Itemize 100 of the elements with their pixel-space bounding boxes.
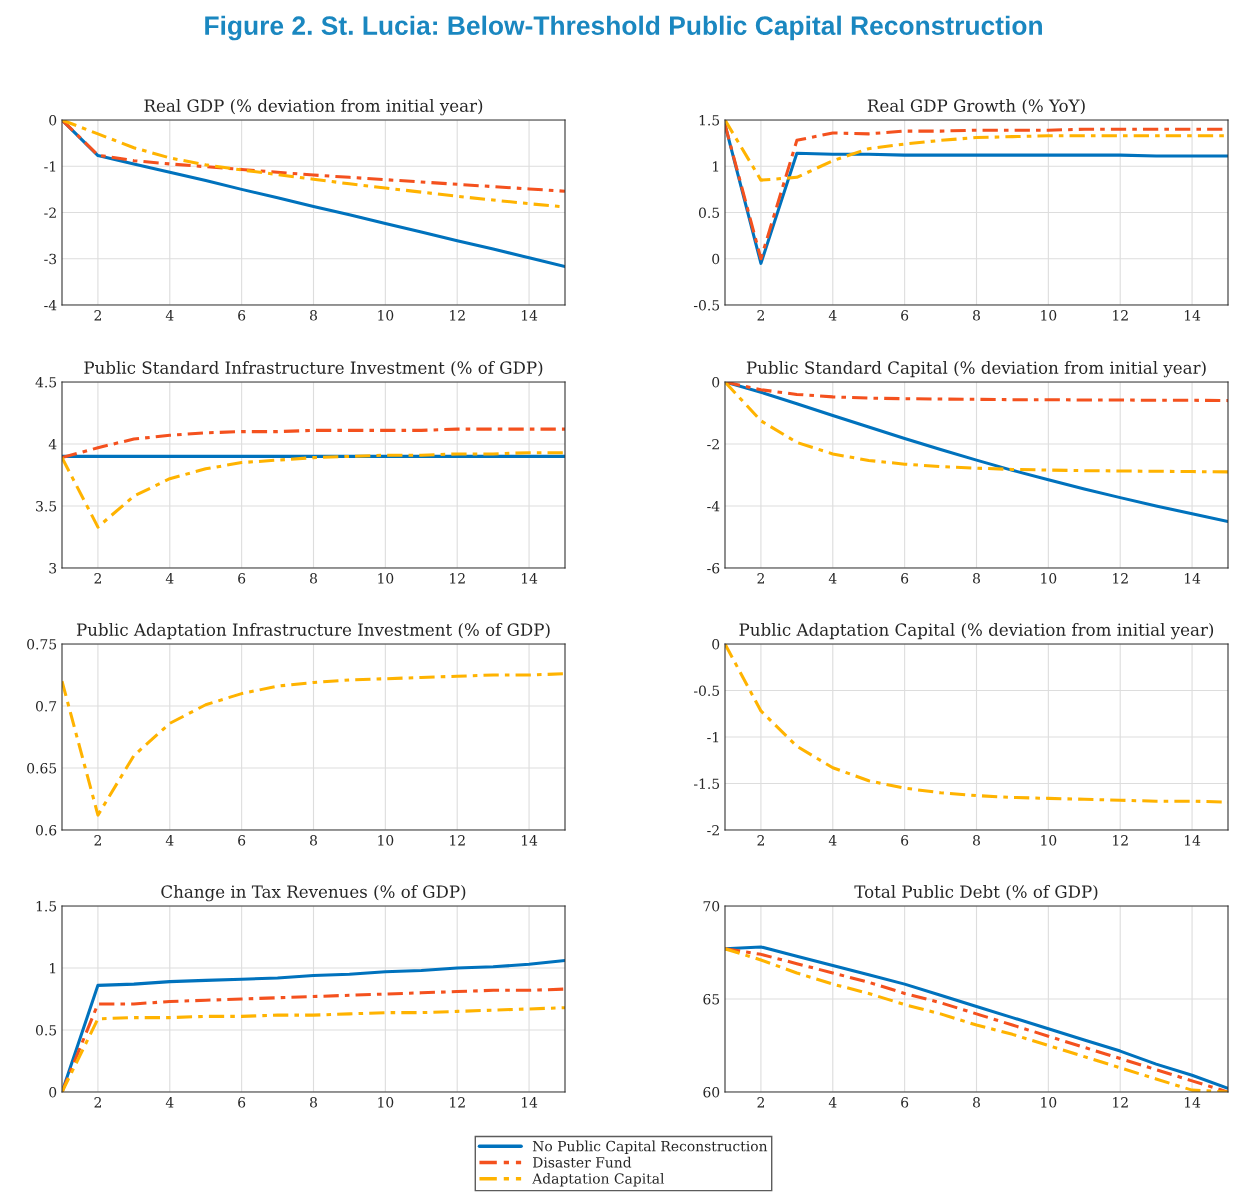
x-tick-label: 10 xyxy=(378,310,394,321)
line-series xyxy=(62,427,565,460)
y-tick-label: 3.5 xyxy=(36,500,57,512)
chart-title: Change in Tax Revenues (% of GDP) xyxy=(161,885,466,902)
x-tick-label: 14 xyxy=(521,310,538,321)
chart-title: Real GDP Growth (% YoY) xyxy=(867,99,1085,115)
x-tick-label: 4 xyxy=(828,835,837,846)
chart-title: Public Adaptation Infrastructure Investment (% of GDP) xyxy=(76,623,550,640)
y-tick-label: 65 xyxy=(703,993,720,1005)
x-tick-label: 4 xyxy=(165,1097,174,1108)
x-tick-label: 6 xyxy=(901,573,909,584)
y-tick-label: -2 xyxy=(44,207,56,218)
y-tick-label: 4.5 xyxy=(35,376,57,388)
chart-title: Public Standard Capital (% deviation from initial year) xyxy=(746,361,1206,378)
x-tick-label: 6 xyxy=(238,310,246,321)
y-tick-label: 4 xyxy=(48,438,57,450)
x-tick-label: 6 xyxy=(238,573,246,584)
x-tick-label: 12 xyxy=(450,310,465,321)
y-tick-label: 70 xyxy=(703,900,720,912)
y-tick-label: -2 xyxy=(707,438,719,450)
x-tick-label: 4 xyxy=(828,1097,837,1108)
chart-title: Total Public Debt (% of GDP) xyxy=(854,885,1098,901)
y-tick-label: 0.5 xyxy=(698,207,720,218)
x-tick-label: 10 xyxy=(1041,835,1057,846)
x-tick-label: 6 xyxy=(238,835,246,846)
x-tick-label: 12 xyxy=(1113,573,1128,584)
x-tick-label: 8 xyxy=(310,310,317,321)
x-tick-label: 8 xyxy=(973,310,980,321)
y-tick-label: -1.5 xyxy=(693,778,720,789)
line-series xyxy=(62,451,565,529)
y-tick-label: -3 xyxy=(44,253,57,265)
x-tick-label: 14 xyxy=(1184,573,1201,584)
x-tick-label: 14 xyxy=(1184,310,1201,321)
x-tick-label: 2 xyxy=(94,1097,101,1108)
y-tick-label: -1 xyxy=(707,731,719,743)
x-tick-label: 2 xyxy=(757,835,764,846)
y-tick-label: -6 xyxy=(707,562,720,574)
y-tick-label: 0.65 xyxy=(27,762,57,774)
x-tick-label: 6 xyxy=(238,1097,246,1108)
x-tick-label: 6 xyxy=(901,1097,909,1108)
y-tick-label: 0.7 xyxy=(35,700,57,712)
x-tick-label: 6 xyxy=(901,310,909,321)
y-tick-label: -4 xyxy=(707,500,720,512)
x-tick-label: 12 xyxy=(450,573,465,584)
x-tick-label: 4 xyxy=(165,573,174,584)
legend-label: Adaptation Capital xyxy=(532,1173,665,1187)
y-tick-label: 0.75 xyxy=(27,638,57,650)
x-tick-label: 4 xyxy=(828,310,837,321)
x-tick-label: 6 xyxy=(901,835,909,846)
chart-title: Public Adaptation Capital (% deviation from initial year) xyxy=(739,623,1214,640)
x-tick-label: 12 xyxy=(1113,310,1128,321)
x-tick-label: 14 xyxy=(1184,835,1201,846)
x-tick-label: 10 xyxy=(378,1097,394,1108)
y-tick-label: 1 xyxy=(713,161,719,172)
legend-label: No Public Capital Reconstruction xyxy=(532,1140,768,1155)
y-tick-label: 1.5 xyxy=(699,114,720,126)
x-tick-label: 2 xyxy=(94,835,101,846)
x-tick-label: 12 xyxy=(1113,835,1128,846)
x-tick-label: 8 xyxy=(310,573,317,584)
y-tick-label: 0 xyxy=(712,638,720,650)
y-tick-label: -1 xyxy=(44,161,56,172)
y-tick-label: 0 xyxy=(712,376,720,388)
x-tick-label: 10 xyxy=(1041,1097,1057,1108)
line-series xyxy=(62,672,565,817)
x-tick-label: 12 xyxy=(450,1097,465,1108)
x-tick-label: 8 xyxy=(310,835,317,846)
x-tick-label: 10 xyxy=(378,573,394,584)
x-tick-label: 2 xyxy=(94,310,101,321)
x-tick-label: 14 xyxy=(521,573,538,584)
y-tick-label: -0.5 xyxy=(693,299,720,311)
x-tick-label: 14 xyxy=(521,1097,538,1108)
x-tick-label: 4 xyxy=(165,310,174,321)
caption: Figure 2. St. Lucia: Below-Threshold Public Capital Reconstruction xyxy=(205,15,1042,41)
chart-title: Real GDP (% deviation from initial year) xyxy=(144,99,483,116)
y-tick-label: 0 xyxy=(712,253,720,265)
x-tick-label: 8 xyxy=(973,835,980,846)
x-tick-label: 8 xyxy=(973,573,980,584)
y-tick-label: -4 xyxy=(44,299,57,311)
x-tick-label: 10 xyxy=(378,835,394,846)
y-tick-label: 1 xyxy=(50,962,56,974)
x-tick-label: 14 xyxy=(1184,1097,1201,1108)
x-tick-label: 8 xyxy=(973,1097,980,1108)
y-tick-label: 3 xyxy=(49,562,57,574)
x-tick-label: 12 xyxy=(450,835,465,846)
y-tick-label: 1.5 xyxy=(36,900,57,912)
x-tick-label: 10 xyxy=(1041,573,1057,584)
y-tick-label: 0.5 xyxy=(35,1024,57,1036)
legend-label: Disaster Fund xyxy=(533,1156,632,1168)
x-tick-label: 14 xyxy=(521,835,538,846)
x-tick-label: 2 xyxy=(757,1097,764,1108)
y-tick-label: -2 xyxy=(707,824,719,836)
y-tick-label: 0.6 xyxy=(35,824,57,836)
y-tick-label: 0 xyxy=(49,114,57,126)
x-tick-label: 2 xyxy=(94,573,101,584)
y-tick-label: 0 xyxy=(49,1086,57,1098)
x-tick-label: 10 xyxy=(1041,310,1057,321)
x-tick-label: 4 xyxy=(165,835,174,846)
x-tick-label: 8 xyxy=(310,1097,317,1108)
y-tick-label: 60 xyxy=(703,1086,720,1098)
x-tick-label: 12 xyxy=(1113,1097,1128,1108)
